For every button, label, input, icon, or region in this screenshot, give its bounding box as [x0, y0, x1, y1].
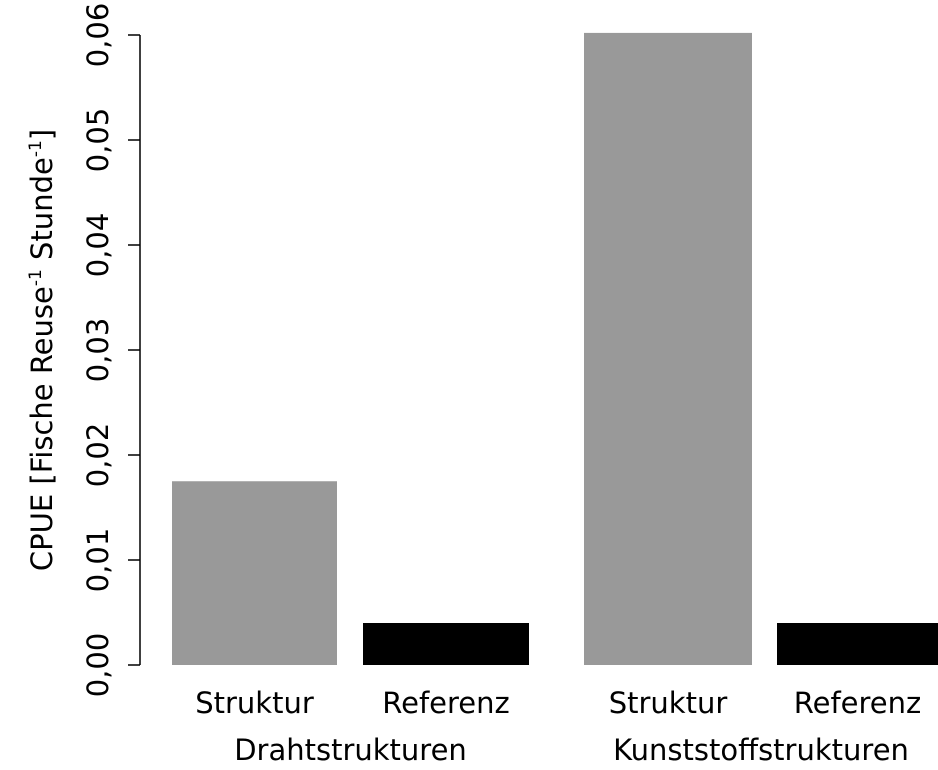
bar: [777, 623, 938, 665]
y-tick-label: 0,04: [81, 213, 115, 278]
y-tick-label: 0,02: [81, 423, 115, 488]
label-part: ]: [25, 129, 59, 140]
y-tick-label: 0,06: [81, 3, 115, 68]
x-tick-label: Struktur: [195, 686, 314, 720]
y-tick-label: 0,03: [81, 318, 115, 383]
x-tick-label: Struktur: [609, 686, 728, 720]
group-label: Kunststoffstrukturen: [613, 733, 909, 767]
y-tick-label: 0,00: [81, 633, 115, 698]
x-tick-label: Referenz: [382, 686, 509, 720]
bar: [172, 481, 337, 665]
superscript: -1: [26, 140, 46, 157]
bar: [363, 623, 529, 665]
y-axis-label: CPUE [Fische Reuse-1 Stunde-1]: [25, 129, 59, 571]
x-tick-label: Referenz: [794, 686, 921, 720]
superscript: -1: [26, 269, 46, 286]
label-part: Stunde: [25, 157, 59, 269]
label-part: CPUE [Fische Reuse: [25, 286, 59, 571]
y-tick-label: 0,01: [81, 528, 115, 593]
y-tick-label: 0,05: [81, 108, 115, 173]
group-label: Drahtstrukturen: [234, 733, 467, 767]
bar: [584, 32, 752, 665]
